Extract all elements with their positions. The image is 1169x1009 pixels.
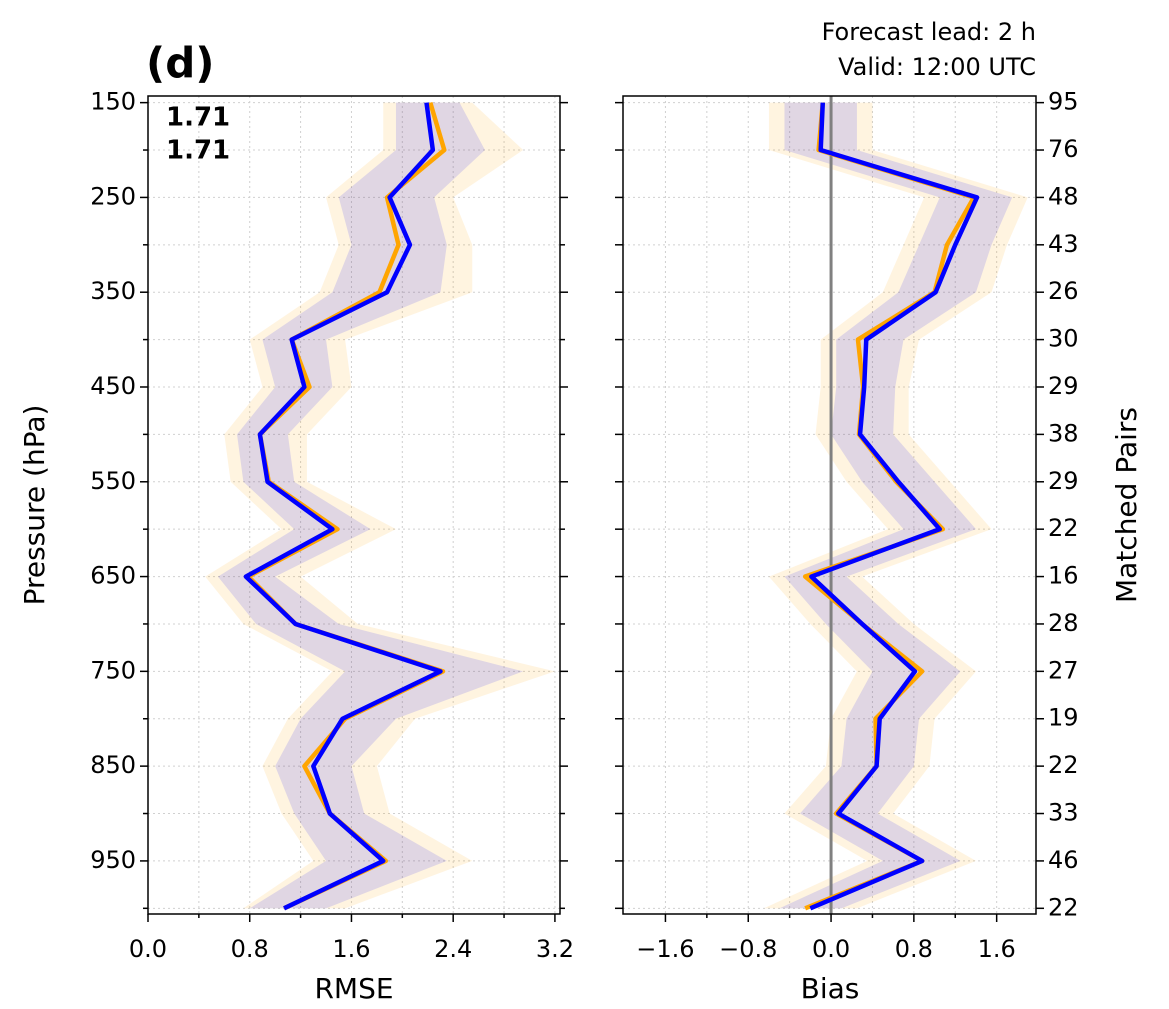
y2-tick-label: 46 [1048, 846, 1079, 874]
x-axis-label: Bias [801, 972, 860, 1005]
y-tick-label: 350 [90, 277, 136, 305]
x-tick-label: 1.6 [978, 935, 1016, 963]
x-tick-label: 0.0 [812, 935, 850, 963]
y-tick-label: 850 [90, 751, 136, 779]
x-tick-label: −1.6 [636, 935, 694, 963]
x-tick-label: −0.8 [719, 935, 777, 963]
annotation: 1.71 [166, 136, 230, 166]
y2-tick-label: 30 [1048, 325, 1079, 353]
y2-tick-label: 76 [1048, 135, 1079, 163]
y-tick-label: 250 [90, 182, 136, 210]
axes-frame [147, 95, 561, 915]
panel-title: (d) [146, 39, 214, 88]
data-line [243, 102, 443, 911]
x-tick-label: 0.8 [895, 935, 933, 963]
y2-tick-label: 26 [1048, 277, 1079, 305]
annotation: 1.71 [166, 103, 230, 133]
y2-tick-label: 38 [1048, 419, 1079, 447]
confidence-band [205, 102, 555, 909]
y-tick-label: 650 [90, 562, 136, 590]
x-tick-label: 3.2 [536, 935, 574, 963]
x-tick-label: 0.8 [231, 935, 269, 963]
y2-tick-label: 29 [1048, 372, 1079, 400]
x-tick-label: 2.4 [434, 935, 472, 963]
y-tick-label: 450 [90, 372, 136, 400]
axes-frame [622, 95, 1037, 915]
confidence-band [763, 102, 1028, 909]
subtitle: Valid: 12:00 UTC [838, 53, 1036, 81]
y2-tick-label: 16 [1048, 562, 1079, 590]
y2-tick-label: 27 [1048, 656, 1079, 684]
y-tick-label: 150 [90, 88, 136, 116]
x-tick-label: 1.6 [332, 935, 370, 963]
y2-tick-label: 33 [1048, 799, 1079, 827]
confidence-band [217, 102, 524, 909]
y-tick-label: 750 [90, 656, 136, 684]
y2-tick-label: 22 [1048, 514, 1079, 542]
confidence-band [779, 102, 1013, 909]
y2-tick-label: 95 [1048, 88, 1079, 116]
y2-tick-label: 43 [1048, 230, 1079, 258]
x-tick-label: 0.0 [129, 935, 167, 963]
y-tick-label: 550 [90, 467, 136, 495]
y2-tick-label: 48 [1048, 182, 1079, 210]
y-axis-label: Pressure (hPa) [18, 405, 51, 606]
y2-tick-label: 28 [1048, 609, 1079, 637]
x-axis-label: RMSE [314, 972, 393, 1005]
y2-tick-label: 29 [1048, 467, 1079, 495]
y2-tick-label: 19 [1048, 704, 1079, 732]
y2-tick-label: 22 [1048, 893, 1079, 921]
y2-axis-label: Matched Pairs [1110, 407, 1143, 603]
y2-tick-label: 22 [1048, 751, 1079, 779]
data-line [809, 102, 980, 911]
subtitle: Forecast lead: 2 h [822, 18, 1036, 46]
y-tick-label: 950 [90, 846, 136, 874]
